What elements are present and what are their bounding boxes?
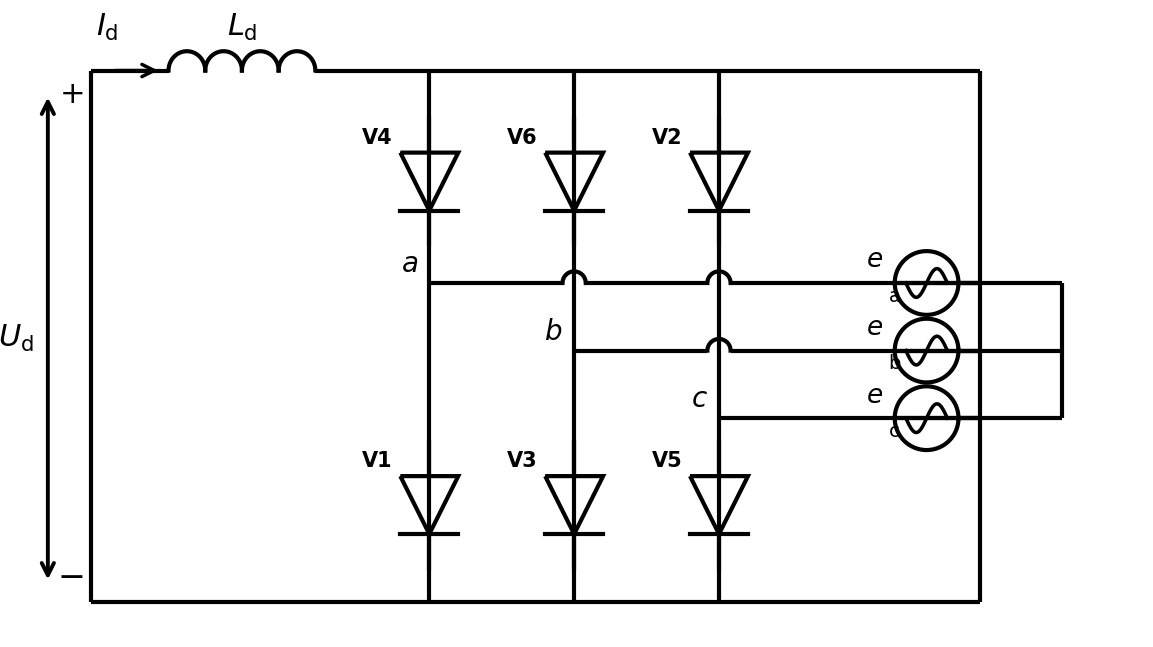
Text: $\mathrm{a}$: $\mathrm{a}$ <box>888 287 900 306</box>
Text: $\mathit{I}_\mathrm{d}$: $\mathit{I}_\mathrm{d}$ <box>96 12 119 43</box>
Text: $\mathrm{b}$: $\mathrm{b}$ <box>888 355 902 373</box>
Text: $\mathit{a}$: $\mathit{a}$ <box>400 250 417 278</box>
Text: V4: V4 <box>362 128 392 148</box>
Text: $\mathit{b}$: $\mathit{b}$ <box>544 318 563 345</box>
Text: $+$: $+$ <box>59 80 83 109</box>
Text: V1: V1 <box>362 452 392 471</box>
Text: V2: V2 <box>651 128 683 148</box>
Text: $-$: $-$ <box>58 559 83 592</box>
Text: $\mathit{e}$: $\mathit{e}$ <box>866 315 883 341</box>
Text: $\mathit{L}_\mathrm{d}$: $\mathit{L}_\mathrm{d}$ <box>227 12 257 43</box>
Text: $\mathrm{c}$: $\mathrm{c}$ <box>888 422 899 441</box>
Text: $\mathit{U}_\mathrm{d}$: $\mathit{U}_\mathrm{d}$ <box>0 323 33 354</box>
Text: V6: V6 <box>507 128 537 148</box>
Text: $\mathit{e}$: $\mathit{e}$ <box>866 247 883 273</box>
Text: $\mathit{e}$: $\mathit{e}$ <box>866 382 883 408</box>
Text: V3: V3 <box>507 452 537 471</box>
Text: V5: V5 <box>651 452 683 471</box>
Text: $\mathit{c}$: $\mathit{c}$ <box>691 386 708 413</box>
